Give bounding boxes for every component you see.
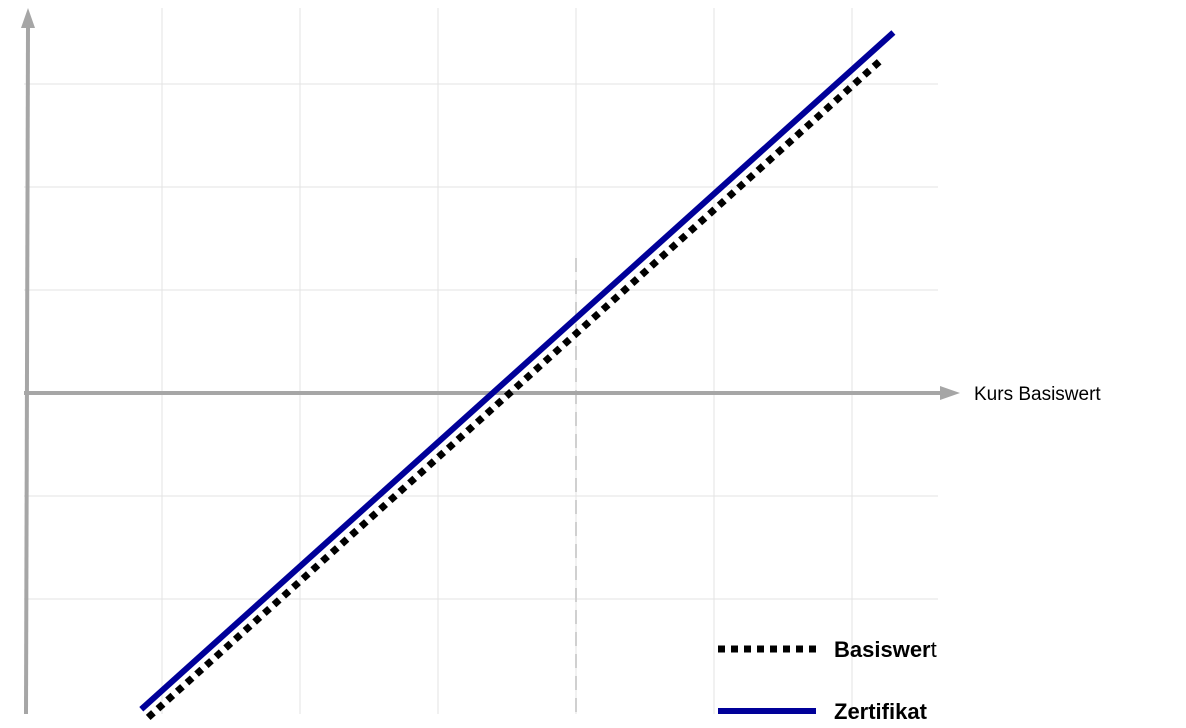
x-axis-label: Kurs Basiswert (974, 384, 1101, 405)
legend: Basiswert Zertifikat (718, 637, 937, 724)
legend-label-basiswert-rest: t (931, 637, 937, 662)
y-axis-arrow-icon (21, 8, 35, 28)
legend-label-zertifikat: Zertifikat (834, 699, 928, 724)
legend-label-basiswert: Basiswert (834, 637, 937, 662)
legend-label-basiswert-bold: Basiswer (834, 637, 931, 662)
grid-lines (24, 8, 938, 714)
series-line-zertifikat (139, 30, 896, 712)
x-axis-arrow-icon (940, 386, 960, 400)
series-line-basiswert (145, 58, 882, 721)
y-axis (24, 25, 30, 715)
axes (21, 8, 960, 715)
series-layer (139, 30, 896, 721)
